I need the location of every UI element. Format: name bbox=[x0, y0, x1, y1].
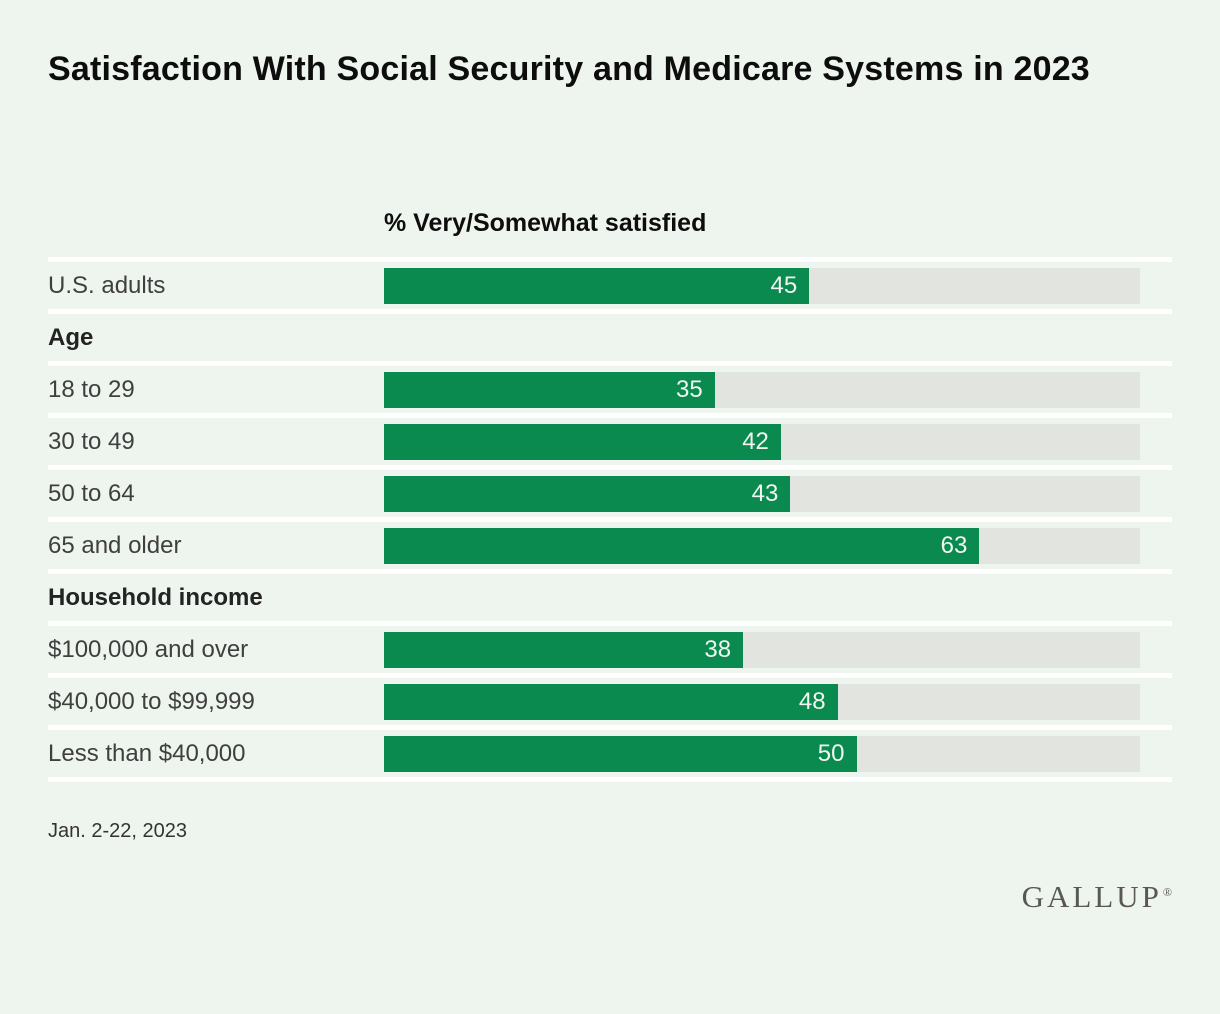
category-label: 30 to 49 bbox=[48, 427, 135, 455]
bar-area bbox=[610, 314, 1172, 361]
category-label: $40,000 to $99,999 bbox=[48, 687, 255, 715]
chart-row: 50 to 64 43 bbox=[48, 470, 1172, 522]
bar-value-label: 35 bbox=[676, 375, 703, 403]
chart-row: 18 to 29 35 bbox=[48, 366, 1172, 418]
bar-track: 35 bbox=[384, 371, 1140, 408]
bar-fill: 45 bbox=[384, 267, 810, 304]
bar-value-label: 50 bbox=[817, 739, 845, 767]
section-header-label: Age bbox=[48, 323, 94, 351]
bar-fill: 35 bbox=[384, 371, 715, 408]
bar-value-label: 43 bbox=[751, 479, 779, 507]
bar-track: 50 bbox=[384, 735, 1140, 772]
subtitle-row: % Very/Somewhat satisfied bbox=[48, 205, 1172, 241]
bar-area: 50 bbox=[384, 730, 1172, 777]
bar-value-label: 38 bbox=[704, 635, 732, 663]
bar-area: 42 bbox=[384, 418, 1172, 465]
bar-value-label: 63 bbox=[940, 531, 968, 559]
gallup-logo: GALLUP® bbox=[1022, 879, 1172, 915]
brand-row: GALLUP® bbox=[48, 879, 1172, 915]
chart-row: 30 to 49 42 bbox=[48, 418, 1172, 470]
category-label: Less than $40,000 bbox=[48, 739, 246, 767]
bar-track: 42 bbox=[384, 423, 1140, 460]
bar-area bbox=[610, 574, 1172, 621]
bar-area: 45 bbox=[384, 262, 1172, 309]
bar-fill: 38 bbox=[384, 631, 744, 668]
bar-area: 38 bbox=[384, 626, 1172, 673]
bar-fill: 42 bbox=[384, 423, 781, 460]
section-header-label: Household income bbox=[48, 583, 263, 611]
bar-track: 63 bbox=[384, 527, 1140, 564]
gallup-logo-text: GALLUP bbox=[1021, 879, 1162, 914]
bar-value-label: 45 bbox=[770, 271, 798, 299]
registered-trademark-icon: ® bbox=[1162, 884, 1172, 899]
bar-area: 35 bbox=[384, 366, 1172, 413]
section-header-row: Household income bbox=[48, 574, 1172, 626]
chart-title: Satisfaction With Social Security and Me… bbox=[48, 50, 1090, 88]
chart-subtitle: % Very/Somewhat satisfied bbox=[384, 209, 707, 237]
chart-rows: U.S. adults 45 Age 18 to 29 35 30 to 49 42 50 t… bbox=[48, 257, 1172, 782]
chart-row: Less than $40,000 50 bbox=[48, 730, 1172, 782]
bar-track: 48 bbox=[384, 683, 1140, 720]
bar-area: 63 bbox=[384, 522, 1172, 569]
chart-row: U.S. adults 45 bbox=[48, 262, 1172, 314]
category-label: 50 to 64 bbox=[48, 479, 135, 507]
survey-date: Jan. 2-22, 2023 bbox=[48, 820, 187, 842]
bar-fill: 43 bbox=[384, 475, 791, 512]
category-label: 18 to 29 bbox=[48, 375, 135, 403]
bar-value-label: 48 bbox=[798, 687, 826, 715]
bar-track: 45 bbox=[384, 267, 1140, 304]
bar-fill: 48 bbox=[384, 683, 838, 720]
category-label: $100,000 and over bbox=[48, 635, 249, 663]
bar-fill: 50 bbox=[384, 735, 857, 772]
category-label: U.S. adults bbox=[48, 271, 166, 299]
section-header-row: Age bbox=[48, 314, 1172, 366]
bar-area: 48 bbox=[384, 678, 1172, 725]
chart-row: 65 and older 63 bbox=[48, 522, 1172, 574]
bar-fill: 63 bbox=[384, 527, 980, 564]
bar-track: 43 bbox=[384, 475, 1140, 512]
bar-track: 38 bbox=[384, 631, 1140, 668]
category-label: 65 and older bbox=[48, 531, 182, 559]
chart-row: $40,000 to $99,999 48 bbox=[48, 678, 1172, 730]
bar-value-label: 42 bbox=[742, 427, 769, 455]
chart-row: $100,000 and over 38 bbox=[48, 626, 1172, 678]
bar-area: 43 bbox=[384, 470, 1172, 517]
